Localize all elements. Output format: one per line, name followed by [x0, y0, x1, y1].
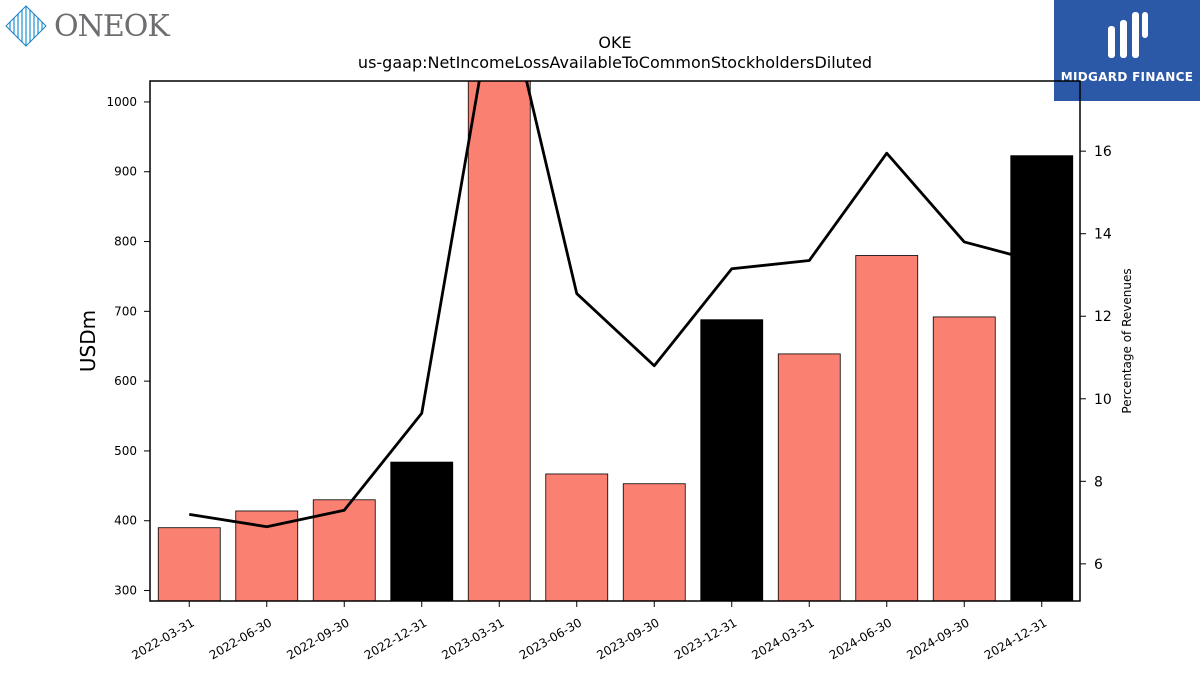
- y-tick-label: 400: [114, 514, 137, 528]
- y-tick-label: 800: [114, 235, 137, 249]
- y-tick-label: 600: [114, 374, 137, 388]
- y-tick-label: 700: [114, 304, 137, 318]
- midgard-logo: MIDGARD FINANCE: [1054, 0, 1200, 101]
- y-tick-label: 900: [114, 165, 137, 179]
- y-tick-label: 1000: [106, 95, 137, 109]
- x-tick-label: 2024-06-30: [827, 615, 894, 662]
- line-series: [189, 81, 1043, 529]
- y-axis-label: USDm: [76, 310, 100, 372]
- y2-tick-label: 10: [1094, 392, 1112, 408]
- bar-2023-03-31: [467, 81, 531, 601]
- chart-subtitle: us-gaap:NetIncomeLossAvailableToCommonSt…: [358, 53, 872, 72]
- x-tick-label: 2022-09-30: [284, 615, 351, 662]
- publisher-name: MIDGARD FINANCE: [1060, 70, 1194, 84]
- x-tick-label: 2023-09-30: [594, 615, 661, 662]
- x-axis: 2022-03-31 2022-06-30 2022-09-30 2022-12-31…: [129, 601, 1049, 662]
- y-tick-label: 500: [114, 444, 137, 458]
- x-tick-label: 2024-09-30: [904, 615, 971, 662]
- diamond-logo-icon: [5, 5, 47, 47]
- bar-2023-06-30: [545, 473, 609, 601]
- y-axis-right: 6 8 10 12 14 16: [1080, 144, 1112, 573]
- bar-2022-03-31: [157, 527, 221, 601]
- bar-2024-03-31: [777, 353, 841, 601]
- x-tick-label: 2023-06-30: [517, 615, 584, 662]
- midgard-mark-icon: [1108, 12, 1148, 58]
- y-tick-label: 300: [114, 584, 137, 598]
- chart-title: OKE: [598, 33, 631, 52]
- bar-series: [157, 81, 1074, 601]
- oneok-logo: ONEOK: [4, 4, 170, 48]
- y2-tick-label: 12: [1094, 309, 1112, 325]
- bar-2024-12-31: [1010, 155, 1074, 601]
- company-wordmark: ONEOK: [54, 8, 170, 44]
- bar-2022-12-31: [390, 461, 454, 601]
- y-axis-left: 300 400 500 600 700 800 900 1000: [106, 95, 150, 598]
- y2-tick-label: 8: [1094, 474, 1103, 490]
- y2-tick-label: 6: [1094, 557, 1103, 573]
- bar-2024-06-30: [855, 255, 919, 601]
- x-tick-label: 2024-03-31: [749, 615, 816, 662]
- percentage-line: [189, 81, 1043, 529]
- bar-2022-09-30: [312, 499, 376, 601]
- x-tick-label: 2022-06-30: [207, 615, 274, 662]
- x-tick-label: 2024-12-31: [982, 615, 1049, 662]
- y2-tick-label: 16: [1094, 144, 1112, 160]
- x-tick-label: 2022-12-31: [362, 615, 429, 662]
- x-tick-label: 2023-12-31: [672, 615, 739, 662]
- bar-2023-12-31: [700, 319, 764, 601]
- y2-tick-label: 14: [1094, 227, 1112, 243]
- x-tick-label: 2023-03-31: [439, 615, 506, 662]
- bar-2024-09-30: [932, 316, 996, 601]
- bar-2023-09-30: [622, 483, 686, 601]
- x-tick-label: 2022-03-31: [129, 615, 196, 662]
- plot-frame: [149, 80, 1081, 602]
- y2-axis-label: Percentage of Revenues: [1120, 268, 1134, 413]
